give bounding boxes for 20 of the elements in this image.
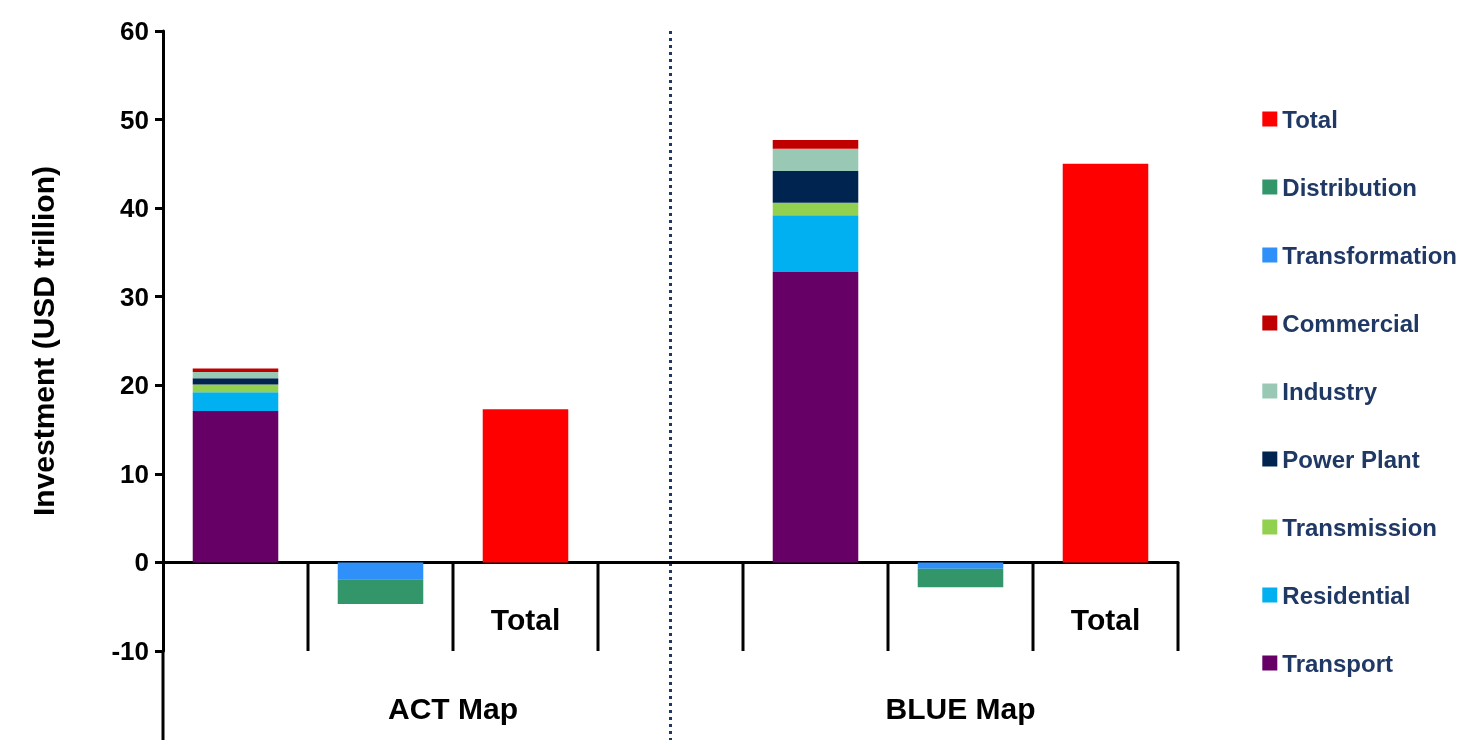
y-axis-title: Investment (USD trillion) [26,165,60,517]
y-tick-label: 40 [120,193,149,224]
y-tick-label: 50 [120,104,149,135]
legend-label: Power Plant [1282,445,1420,473]
text: BLUE Map [885,691,1036,725]
y-tick-label: -10 [111,636,149,666]
y-tick-label: 10 [120,458,149,489]
y-tick-label: 20 [120,370,149,401]
legend-label: Residential [1282,581,1411,609]
legend-label: Distribution [1282,173,1417,201]
y-tick-label: 30 [120,281,149,312]
legend-label: Total [1282,105,1338,133]
y-tick-label: 60 [120,16,149,46]
legend-label: Transformation [1282,241,1458,269]
legend-label: Commercial [1282,309,1420,337]
text: ACT Map [388,691,518,725]
legend-label: Industry [1282,377,1378,405]
legend-label: Transmission [1282,513,1438,541]
legend-label: Transport [1282,649,1393,677]
y-tick-label: 0 [134,547,149,578]
